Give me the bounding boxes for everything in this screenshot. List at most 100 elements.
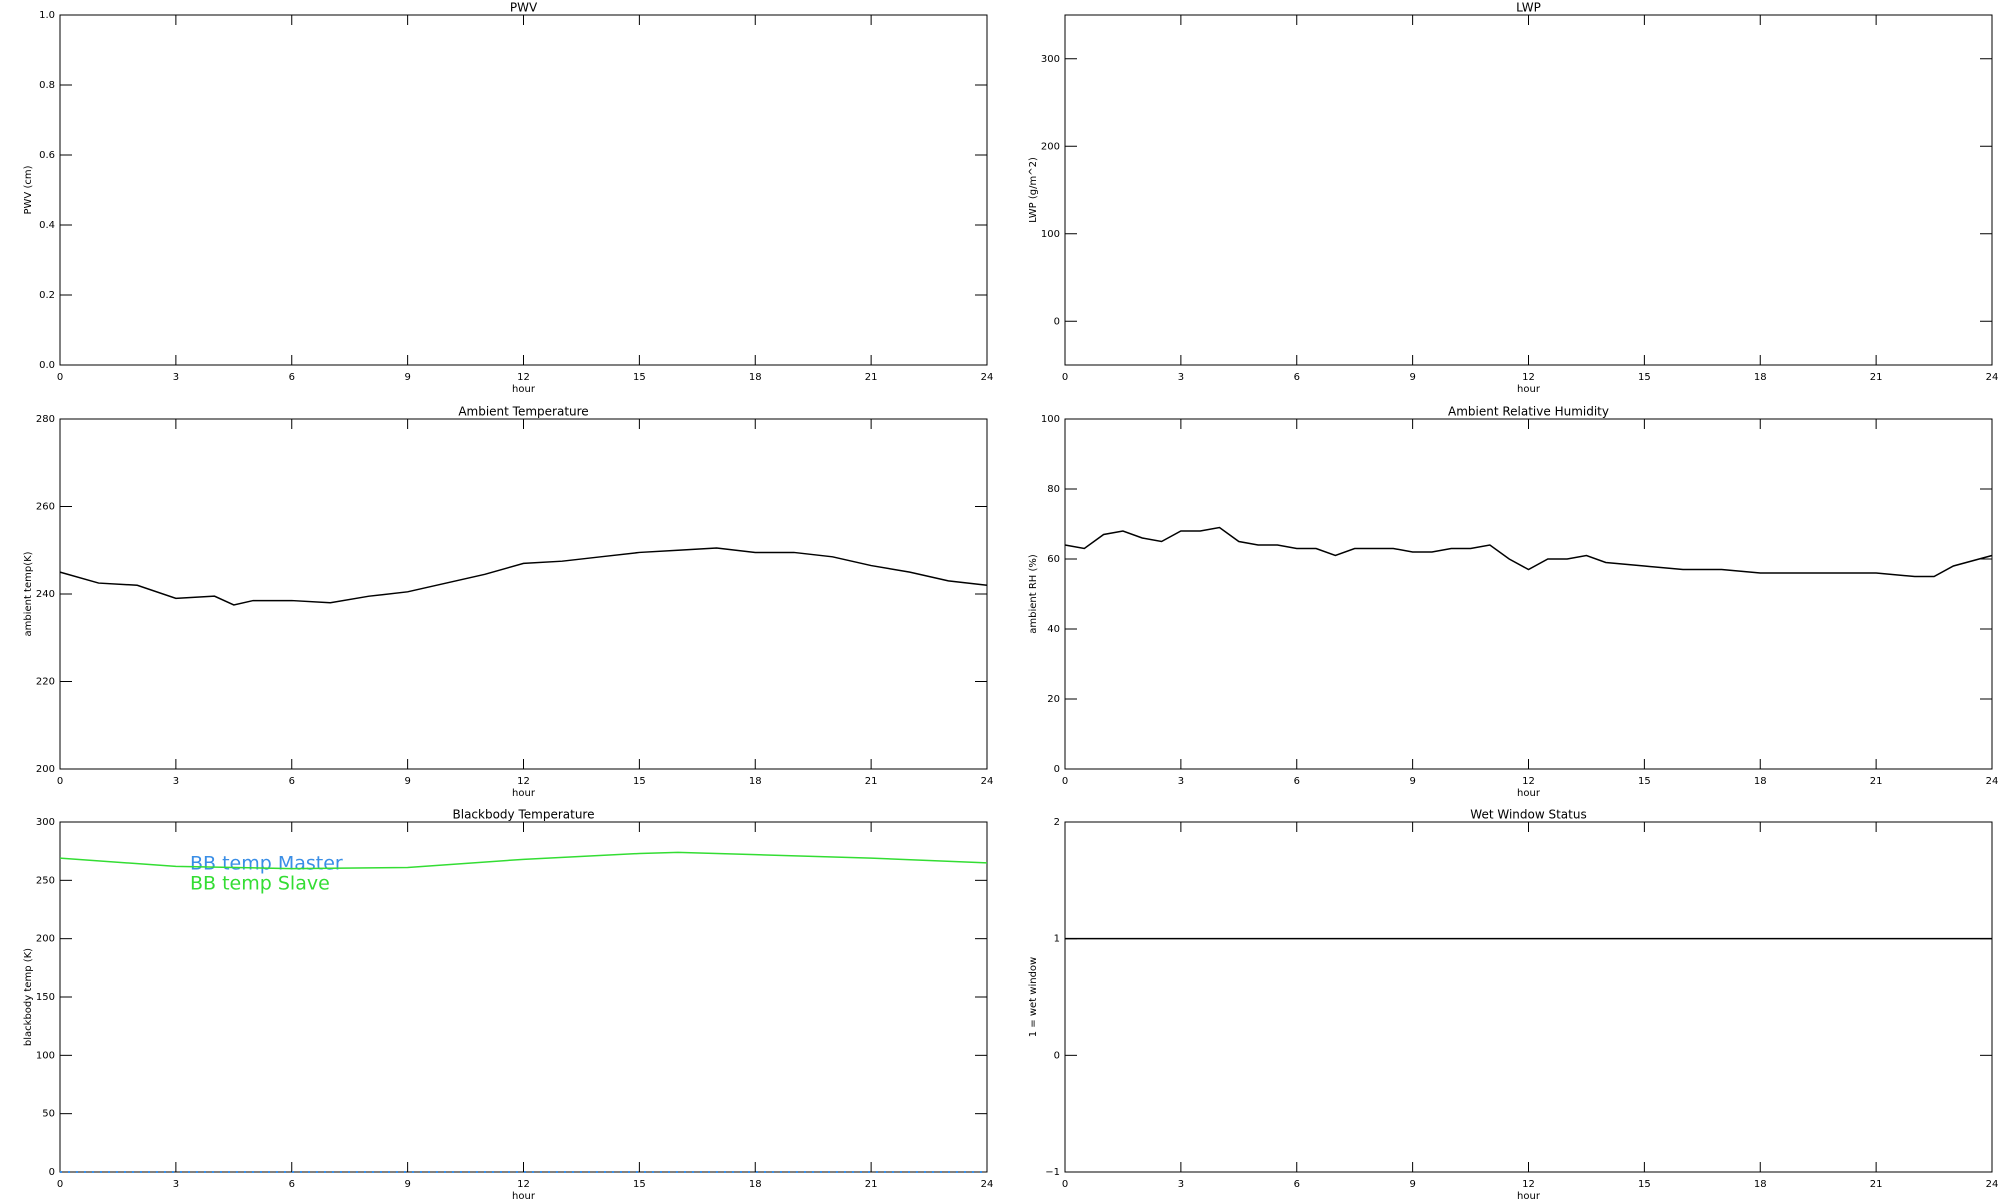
y-tick-label: 200 <box>36 764 55 775</box>
panel-title: Blackbody Temperature <box>453 808 595 822</box>
y-tick-label: 250 <box>36 875 55 886</box>
x-tick-label: 0 <box>1062 372 1068 383</box>
x-tick-label: 12 <box>1522 372 1535 383</box>
panel: Ambient Temperature hour ambient temp(K) 0 3… <box>23 405 993 800</box>
y-tick-label: 0 <box>1054 764 1060 775</box>
x-tick-label: 15 <box>633 1179 646 1190</box>
panel-title: Wet Window Status <box>1470 808 1586 822</box>
x-tick-label: 24 <box>1986 776 1999 787</box>
x-tick-label: 3 <box>1178 776 1184 787</box>
x-tick-label: 6 <box>1294 372 1300 383</box>
x-axis-label: hour <box>1517 384 1541 395</box>
x-tick-label: 0 <box>57 776 63 787</box>
y-tick-label: 200 <box>1041 141 1060 152</box>
y-axis-label: ambient RH (%) <box>1028 554 1039 634</box>
y-tick-label: 100 <box>1041 414 1060 425</box>
x-tick-label: 18 <box>1754 1179 1767 1190</box>
y-tick-label: 150 <box>36 992 55 1003</box>
x-tick-label: 6 <box>1294 1179 1300 1190</box>
plot-frame <box>59 14 988 366</box>
x-tick-label: 3 <box>173 776 179 787</box>
data-line <box>1064 526 1993 578</box>
x-tick-label: 9 <box>404 776 410 787</box>
y-tick-label: 100 <box>1041 229 1060 240</box>
x-axis-label: hour <box>512 788 536 799</box>
panel: PWV hour PWV (cm) 0 3 6 9 12 15 18 21 24 0.0 0.2 0.4 0.… <box>23 1 993 396</box>
x-tick-label: 6 <box>289 776 295 787</box>
x-tick-label: 21 <box>865 372 878 383</box>
panel: Ambient Relative Humidity hour ambient RH … <box>1028 405 1998 800</box>
x-tick-label: 18 <box>749 372 762 383</box>
legend-entry: BB temp Master <box>190 853 343 875</box>
x-tick-label: 21 <box>1870 776 1883 787</box>
y-tick-label: 2 <box>1054 817 1060 828</box>
y-tick-label: 0.4 <box>39 220 55 231</box>
y-tick-label: 1 <box>1054 934 1060 945</box>
y-tick-label: 0.2 <box>39 290 55 301</box>
x-tick-label: 12 <box>517 776 530 787</box>
y-tick-label: 260 <box>36 502 55 513</box>
panel-title: Ambient Temperature <box>458 405 588 419</box>
y-tick-label: −1 <box>1045 1167 1060 1178</box>
x-tick-label: 21 <box>1870 1179 1883 1190</box>
x-tick-label: 3 <box>173 372 179 383</box>
y-tick-label: 50 <box>42 1109 55 1120</box>
panel-title: Ambient Relative Humidity <box>1448 405 1609 419</box>
y-tick-label: 300 <box>1041 54 1060 65</box>
x-axis-label: hour <box>512 1191 536 1200</box>
x-tick-label: 21 <box>865 1179 878 1190</box>
x-tick-label: 18 <box>1754 776 1767 787</box>
y-tick-label: 280 <box>36 414 55 425</box>
x-tick-label: 9 <box>1409 776 1415 787</box>
y-tick-label: 60 <box>1047 554 1060 565</box>
y-tick-label: 80 <box>1047 484 1060 495</box>
x-axis-label: hour <box>1517 788 1541 799</box>
panel-title: PWV <box>510 1 538 15</box>
y-tick-label: 200 <box>36 934 55 945</box>
y-tick-label: 300 <box>36 817 55 828</box>
x-tick-label: 24 <box>981 776 994 787</box>
panel: Blackbody Temperature hour blackbody temp … <box>23 808 993 1200</box>
x-tick-label: 9 <box>1409 1179 1415 1190</box>
plot-frame <box>1064 14 1993 366</box>
y-tick-label: 240 <box>36 589 55 600</box>
x-tick-label: 18 <box>1754 372 1767 383</box>
x-tick-label: 6 <box>289 372 295 383</box>
x-tick-label: 15 <box>633 776 646 787</box>
y-tick-label: 20 <box>1047 694 1060 705</box>
y-axis-label: PWV (cm) <box>23 165 34 214</box>
x-axis-label: hour <box>512 384 536 395</box>
y-axis-label: 1 = wet window <box>1028 957 1039 1037</box>
x-tick-label: 15 <box>1638 776 1651 787</box>
plot-frame <box>1064 418 1993 770</box>
x-tick-label: 24 <box>1986 372 1999 383</box>
panel-title: LWP <box>1516 1 1541 15</box>
y-tick-label: 0.6 <box>39 150 55 161</box>
x-tick-label: 3 <box>1178 1179 1184 1190</box>
y-tick-label: 220 <box>36 677 55 688</box>
x-tick-label: 6 <box>1294 776 1300 787</box>
y-tick-label: 0.0 <box>39 360 55 371</box>
x-tick-label: 3 <box>1178 372 1184 383</box>
legend-entry: BB temp Slave <box>190 873 330 895</box>
y-tick-label: 1.0 <box>39 10 55 21</box>
plot-frame <box>1064 821 1993 1173</box>
x-tick-label: 12 <box>517 1179 530 1190</box>
x-tick-label: 12 <box>517 372 530 383</box>
y-tick-label: 0 <box>1054 1050 1060 1061</box>
x-tick-label: 24 <box>981 372 994 383</box>
x-tick-label: 0 <box>1062 1179 1068 1190</box>
x-tick-label: 9 <box>1409 372 1415 383</box>
x-axis-label: hour <box>1517 1191 1541 1200</box>
x-tick-label: 12 <box>1522 1179 1535 1190</box>
x-tick-label: 21 <box>865 776 878 787</box>
y-tick-label: 0 <box>49 1167 55 1178</box>
x-tick-label: 9 <box>404 1179 410 1190</box>
y-tick-label: 100 <box>36 1050 55 1061</box>
x-tick-label: 6 <box>289 1179 295 1190</box>
x-tick-label: 9 <box>404 372 410 383</box>
x-tick-label: 24 <box>1986 1179 1999 1190</box>
panel: LWP hour LWP (g/m^2) 0 3 6 9 12 15 18 21 24 0 100 200 3… <box>1028 1 1998 396</box>
x-tick-label: 0 <box>57 372 63 383</box>
